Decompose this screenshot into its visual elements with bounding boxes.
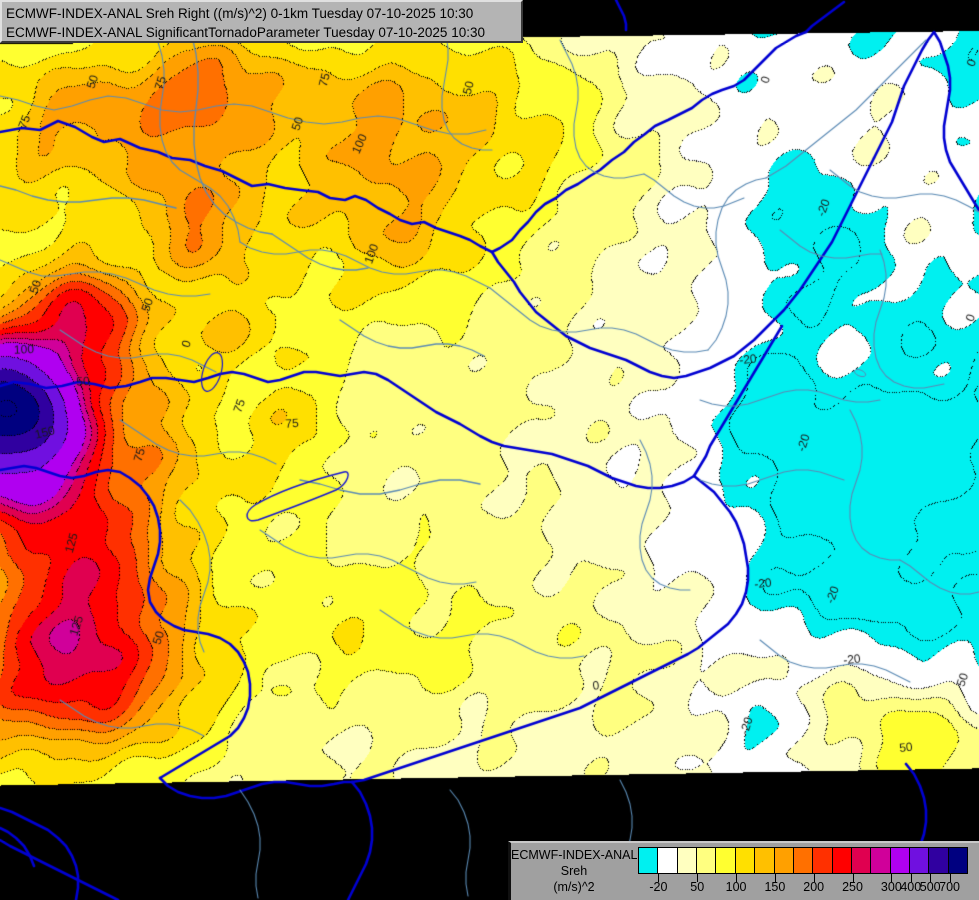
colorbar-cell: [890, 848, 911, 873]
colorbar-tick-label: 500: [919, 880, 941, 894]
colorbar-cell: [658, 848, 678, 873]
colorbar-cell: [774, 848, 794, 873]
colorbar[interactable]: [638, 847, 968, 874]
legend-model-label: ECMWF-INDEX-ANAL: [511, 848, 638, 862]
colorbar-tick-label: 250: [842, 880, 863, 894]
legend-box: ECMWF-INDEX-ANAL Sreh (m/s)^2 -20 50 100 15…: [508, 841, 979, 900]
map-title-line-1: ECMWF-INDEX-ANAL Sreh Right ((m/s)^2) 0-…: [6, 6, 474, 21]
colorbar-cell: [910, 848, 930, 873]
colorbar-tick-label: 150: [764, 880, 786, 894]
legend-units-label: (m/s)^2: [553, 880, 595, 894]
colorbar-cell: [639, 848, 659, 873]
colorbar-tick-label: 200: [803, 880, 825, 894]
colorbar-tick: [891, 874, 893, 882]
map-title-line-2: ECMWF-INDEX-ANAL SignificantTornadoParam…: [6, 25, 485, 40]
colorbar-tick: [910, 874, 912, 882]
colorbar-tick: [930, 874, 932, 882]
colorbar-cell: [755, 848, 775, 873]
colorbar-cell: [871, 848, 891, 873]
colorbar-tick: [852, 874, 854, 882]
legend-scale-group: -20 50 100 150 200 250 300 400 500 700: [637, 843, 979, 900]
colorbar-tick: [774, 874, 776, 882]
legend-label-group: ECMWF-INDEX-ANAL Sreh (m/s)^2: [511, 843, 637, 900]
colorbar-tick: [736, 874, 738, 882]
colorbar-tick-label: -20: [649, 880, 668, 894]
legend-variable-label: Sreh: [560, 864, 588, 878]
colorbar-cell: [929, 848, 949, 873]
colorbar-cell: [697, 848, 717, 873]
colorbar-tick-label: 300: [880, 880, 902, 894]
colorbar-tick: [813, 874, 815, 882]
colorbar-cell: [716, 848, 736, 873]
colorbar-cell: [813, 848, 833, 873]
colorbar-cell: [832, 848, 852, 873]
colorbar-cell: [735, 848, 756, 873]
colorbar-tick-label: 400: [900, 880, 922, 894]
colorbar-cell: [948, 848, 968, 873]
colorbar-cell: [677, 848, 698, 873]
colorbar-cell: [793, 848, 814, 873]
colorbar-tick: [697, 874, 699, 882]
colorbar-ticks: -20 50 100 150 200 250 300 400 500 700: [638, 874, 970, 900]
colorbar-tick-label: 100: [725, 880, 747, 894]
map-title-box: ECMWF-INDEX-ANAL Sreh Right ((m/s)^2) 0-…: [0, 0, 523, 43]
colorbar-tick: [949, 874, 951, 882]
colorbar-cell: [851, 848, 872, 873]
colorbar-tick-label: 50: [690, 880, 705, 894]
colorbar-tick-label: 700: [939, 880, 961, 894]
colorbar-tick: [658, 874, 660, 882]
